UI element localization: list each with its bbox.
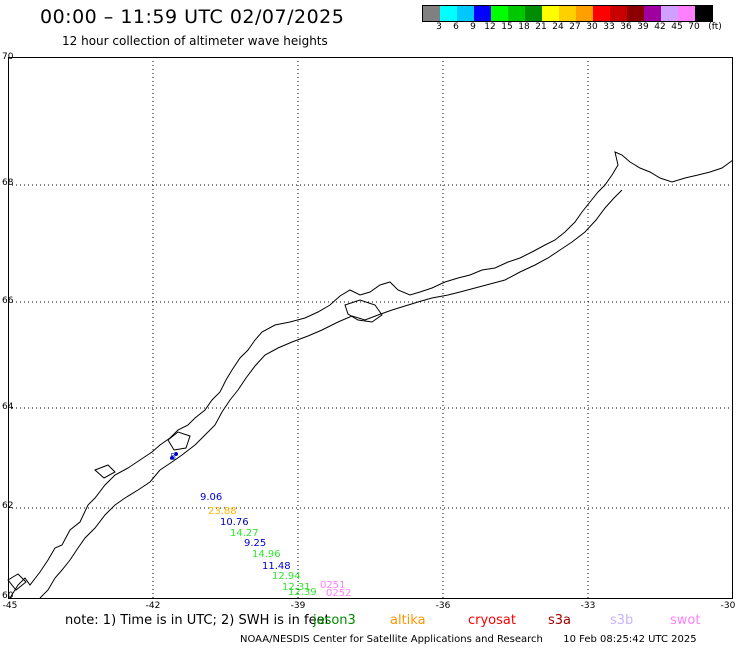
wave-height-label: 11.48 [262, 561, 291, 572]
color-swatch [508, 6, 525, 21]
wave-height-label: 14.96 [252, 549, 281, 560]
color-swatch [491, 6, 508, 21]
lon-label-30: -30 [720, 601, 736, 611]
color-swatch [559, 6, 576, 21]
credit-line: NOAA/NESDIS Center for Satellite Applica… [240, 634, 697, 645]
map-subtitle: 12 hour collection of altimeter wave hei… [62, 34, 328, 48]
island-2 [167, 431, 191, 451]
color-swatch [423, 6, 440, 21]
lon-label-42: -42 [145, 601, 161, 611]
greenland-coast-inner [39, 189, 623, 599]
color-scale [422, 5, 713, 22]
wave-height-label: 9.06 [200, 492, 223, 503]
legend-altika: altika [390, 613, 426, 628]
color-swatch [542, 6, 559, 21]
color-scale-label: 12 [484, 22, 496, 32]
color-swatch [695, 6, 712, 21]
color-scale-label: 3 [436, 22, 442, 32]
lat-label-62: 62 [2, 501, 14, 511]
color-swatch [474, 6, 491, 21]
color-swatch [678, 6, 695, 21]
color-scale-label: 18 [518, 22, 530, 32]
ground-track [170, 452, 178, 460]
color-swatch [457, 6, 474, 21]
lat-label-60: 60 [2, 591, 14, 601]
wave-height-label: 12.31 [282, 582, 311, 593]
map-title: 00:00 – 11:59 UTC 02/07/2025 [40, 6, 345, 28]
color-swatch [440, 6, 457, 21]
color-scale-label: 36 [620, 22, 632, 32]
color-swatch [644, 6, 661, 21]
wave-height-label: 23.88 [208, 506, 237, 517]
graticule [8, 57, 733, 599]
color-scale-label: 45 [671, 22, 683, 32]
color-swatch [661, 6, 678, 21]
map-area [8, 57, 733, 599]
color-scale-label: 39 [637, 22, 649, 32]
legend-cryosat: cryosat [468, 613, 516, 628]
color-swatch [576, 6, 593, 21]
coastline [7, 151, 734, 599]
wave-height-label: 0251 [320, 580, 346, 591]
color-scale-label: 33 [603, 22, 615, 32]
legend-s3b: s3b [610, 613, 634, 628]
color-swatch [593, 6, 610, 21]
footer-note: note: 1) Time is in UTC; 2) SWH is in fe… [65, 613, 330, 628]
legend-swot: swot [670, 613, 701, 628]
color-scale-label: 24 [552, 22, 564, 32]
lat-label-64: 64 [2, 402, 14, 412]
wave-height-label: 9.25 [244, 538, 267, 549]
wave-height-label: 0252 [326, 588, 352, 599]
credit-text: NOAA/NESDIS Center for Satellite Applica… [240, 634, 543, 645]
legend-jason3: jason3 [313, 613, 356, 628]
color-swatch [627, 6, 644, 21]
lon-label-36: -36 [435, 601, 451, 611]
wave-height-label: 14.27 [230, 528, 259, 539]
legend-s3a: s3a [548, 613, 572, 628]
color-swatch [610, 6, 627, 21]
color-scale-label: 42 [654, 22, 666, 32]
timestamp: 10 Feb 08:25:42 UTC 2025 [563, 634, 697, 645]
wave-height-label: 12.94 [272, 571, 301, 582]
lat-label-68: 68 [2, 178, 14, 188]
color-scale-label: (ft) [708, 22, 722, 32]
lon-label-45: -45 [2, 601, 18, 611]
wave-height-label: 5 [170, 452, 177, 463]
color-scale-label: 21 [535, 22, 547, 32]
track-point [170, 456, 174, 460]
color-scale-label: 27 [569, 22, 581, 32]
island-4 [7, 573, 27, 591]
color-scale-label: 30 [586, 22, 598, 32]
wave-height-label: 10.76 [220, 517, 249, 528]
color-scale-label: 15 [501, 22, 513, 32]
lon-label-39: -39 [290, 601, 306, 611]
lon-label-33: -33 [580, 601, 596, 611]
island-3 [94, 464, 116, 479]
track-point [174, 452, 178, 456]
lat-label-66: 66 [2, 296, 14, 306]
color-scale-label: 70 [688, 22, 700, 32]
color-scale-label: 6 [453, 22, 459, 32]
wave-height-label: 12.39 [288, 587, 317, 598]
color-scale-label: 9 [470, 22, 476, 32]
island-1 [344, 299, 383, 323]
color-swatch [525, 6, 542, 21]
greenland-coast-outer [9, 151, 734, 599]
lat-label-70: 70 [2, 52, 14, 62]
